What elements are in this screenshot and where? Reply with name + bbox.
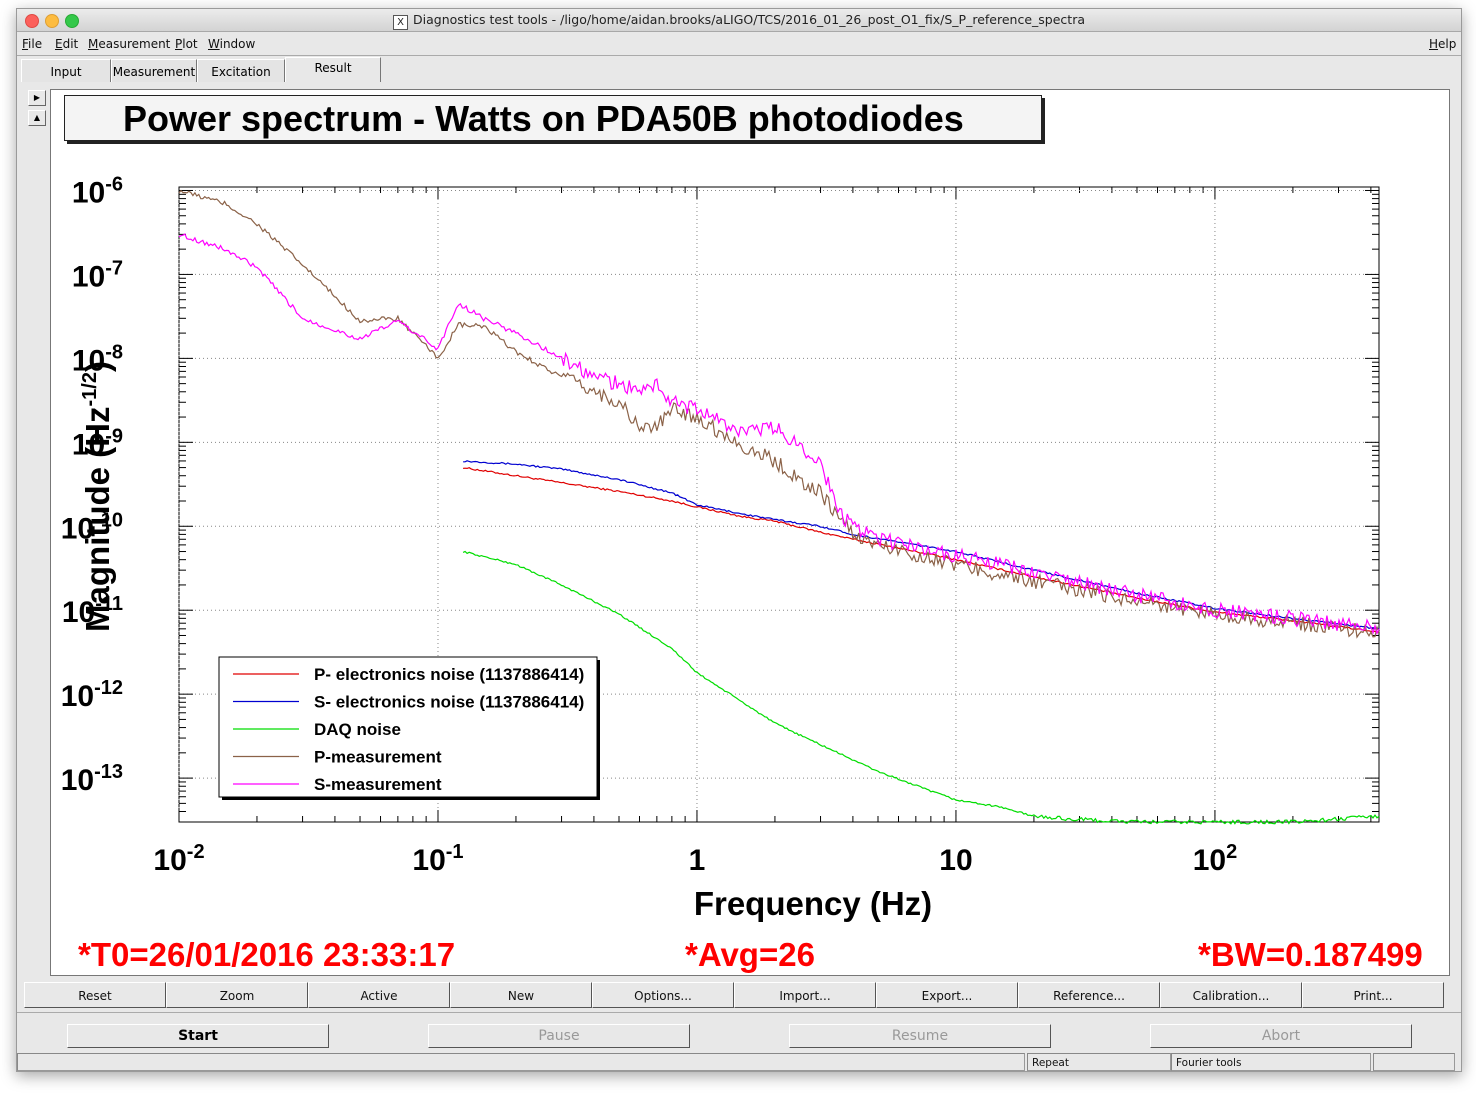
legend-label: P- electronics noise (1137886414) xyxy=(314,665,584,684)
legend-box xyxy=(218,656,598,798)
tab-result[interactable]: Result xyxy=(285,57,381,82)
status-bw: *BW=0.187499 xyxy=(1198,936,1423,973)
control-divider xyxy=(17,1012,1461,1013)
active-button[interactable]: Active xyxy=(308,982,450,1008)
reference-button[interactable]: Reference... xyxy=(1018,982,1160,1008)
legend-label: P-measurement xyxy=(314,748,442,767)
calibration-button[interactable]: Calibration... xyxy=(1160,982,1302,1008)
tab-measurement[interactable]: Measurement xyxy=(111,59,197,82)
window-title-wrap: X Diagnostics test tools - /ligo/home/aid… xyxy=(17,12,1461,30)
status-repeat: Repeat xyxy=(1027,1053,1171,1071)
plot-button-row: Reset Zoom Active New Options... Import.… xyxy=(24,982,1448,1008)
y-tick-label: 10-11 xyxy=(62,593,123,629)
menu-divider xyxy=(17,55,1461,56)
status-t0: *T0=26/01/2016 23:33:17 xyxy=(78,936,456,973)
status-field-end xyxy=(1373,1053,1455,1071)
status-fourier-tools: Fourier tools xyxy=(1171,1053,1371,1071)
status-avg: *Avg=26 xyxy=(685,936,815,973)
x-tick-label: 10 xyxy=(939,844,972,877)
zoom-button[interactable]: Zoom xyxy=(166,982,308,1008)
x-tick-label: 1 xyxy=(689,844,706,877)
menu-window[interactable]: Window xyxy=(208,37,256,51)
series-line xyxy=(462,550,1380,825)
y-tick-label: 10-12 xyxy=(61,677,123,713)
scroll-right-button[interactable]: ▶ xyxy=(28,90,46,106)
series-line xyxy=(178,189,1380,639)
x-axis-label: Frequency (Hz) xyxy=(694,885,932,922)
import-button[interactable]: Import... xyxy=(734,982,876,1008)
legend-label: S- electronics noise (1137886414) xyxy=(314,693,584,712)
start-button[interactable]: Start xyxy=(67,1024,329,1048)
legend-label: DAQ noise xyxy=(314,720,401,739)
legend-label: S-measurement xyxy=(314,775,442,794)
tab-excitation[interactable]: Excitation xyxy=(197,59,285,82)
scroll-up-button[interactable]: ▲ xyxy=(28,110,46,126)
y-tick-label: 10-13 xyxy=(61,761,123,797)
plot-canvas[interactable]: Power spectrum - Watts on PDA50B photodi… xyxy=(50,89,1450,976)
minimize-window-button[interactable] xyxy=(45,14,59,28)
series-line xyxy=(178,233,1380,636)
y-tick-label: 10-6 xyxy=(72,173,123,209)
x-tick-label: 10-2 xyxy=(153,841,204,877)
plot-title: Power spectrum - Watts on PDA50B photodi… xyxy=(64,95,1042,141)
reset-button[interactable]: Reset xyxy=(24,982,166,1008)
title-bar[interactable]: X Diagnostics test tools - /ligo/home/aid… xyxy=(17,9,1461,32)
menu-plot[interactable]: Plot xyxy=(175,37,198,51)
options-button[interactable]: Options... xyxy=(592,982,734,1008)
export-button[interactable]: Export... xyxy=(876,982,1018,1008)
y-tick-label: 10-9 xyxy=(72,425,123,461)
x-tick-label: 102 xyxy=(1193,841,1238,877)
y-tick-label: 10-8 xyxy=(72,341,123,377)
status-field-main xyxy=(17,1053,1025,1071)
x-tick-label: 10-1 xyxy=(412,841,463,877)
pause-button[interactable]: Pause xyxy=(428,1024,690,1048)
menu-help[interactable]: Help xyxy=(1429,37,1457,51)
y-tick-label: 10-10 xyxy=(61,509,123,545)
resume-button[interactable]: Resume xyxy=(789,1024,1051,1048)
menu-file[interactable]: File xyxy=(22,37,43,51)
spectrum-chart[interactable]: 10-2 10-1 1 10 10210-610-710-810-910-1010-11… xyxy=(51,90,1449,930)
app-window: X Diagnostics test tools - /ligo/home/aid… xyxy=(16,8,1462,1072)
menu-bar: File Edit Measurement Plot Window Help xyxy=(17,33,1461,53)
abort-button[interactable]: Abort xyxy=(1150,1024,1412,1048)
print-button[interactable]: Print... xyxy=(1302,982,1444,1008)
y-axis-label: Magnitude (Hz-1/2) xyxy=(79,361,116,632)
tab-input[interactable]: Input xyxy=(21,59,111,82)
menu-measurement[interactable]: Measurement xyxy=(88,37,171,51)
y-tick-label: 10-7 xyxy=(72,257,123,293)
zoom-window-button[interactable] xyxy=(65,14,79,28)
new-button[interactable]: New xyxy=(450,982,592,1008)
menu-edit[interactable]: Edit xyxy=(55,37,79,51)
window-title: Diagnostics test tools - /ligo/home/aida… xyxy=(413,12,1085,27)
close-window-button[interactable] xyxy=(25,14,39,28)
x11-icon: X xyxy=(393,15,408,30)
